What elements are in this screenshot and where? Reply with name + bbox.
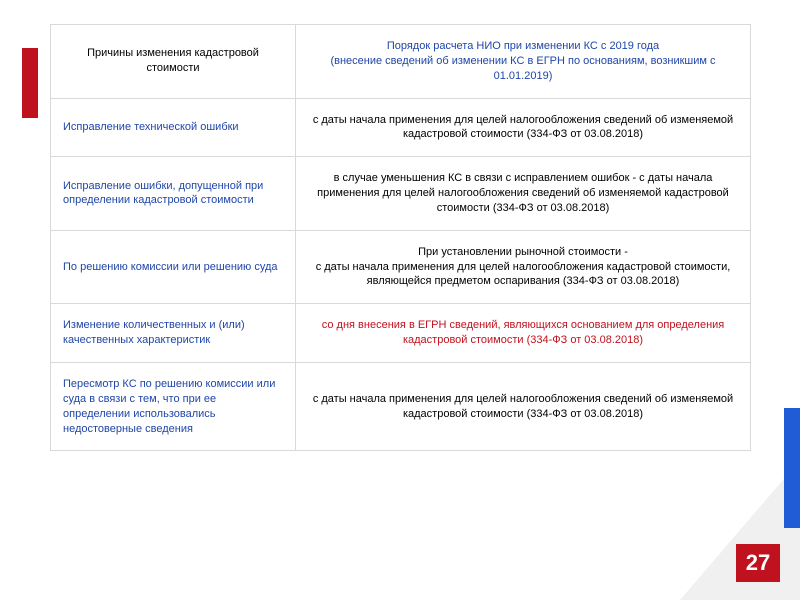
slide-accent-blue-right (784, 408, 800, 528)
row-order: с даты начала применения для целей налог… (296, 98, 751, 157)
header-right: Порядок расчета НИО при изменении КС с 2… (296, 25, 751, 99)
slide-accent-red-left (22, 48, 38, 118)
table-row: Изменение количественных и (или) качеств… (51, 304, 751, 363)
row-order: со дня внесения в ЕГРН сведений, являющи… (296, 304, 751, 363)
row-reason: Изменение количественных и (или) качеств… (51, 304, 296, 363)
header-left: Причины изменения кадастровой стоимости (51, 25, 296, 99)
row-reason: Исправление технической ошибки (51, 98, 296, 157)
row-reason: По решению комиссии или решению суда (51, 230, 296, 304)
table-row: Исправление ошибки, допущенной при опред… (51, 157, 751, 231)
table-body: Исправление технической ошибкис даты нач… (51, 98, 751, 451)
row-order: в случае уменьшения КС в связи с исправл… (296, 157, 751, 231)
row-order: с даты начала применения для целей налог… (296, 362, 751, 450)
table-row: Пересмотр КС по решению комиссии или суд… (51, 362, 751, 450)
row-reason: Исправление ошибки, допущенной при опред… (51, 157, 296, 231)
table-row: По решению комиссии или решению судаПри … (51, 230, 751, 304)
row-reason: Пересмотр КС по решению комиссии или суд… (51, 362, 296, 450)
cadastral-table: Причины изменения кадастровой стоимости … (50, 24, 751, 451)
row-order: При установлении рыночной стоимости -с д… (296, 230, 751, 304)
table-row: Исправление технической ошибкис даты нач… (51, 98, 751, 157)
page-number-badge: 27 (736, 544, 780, 582)
table-header-row: Причины изменения кадастровой стоимости … (51, 25, 751, 99)
